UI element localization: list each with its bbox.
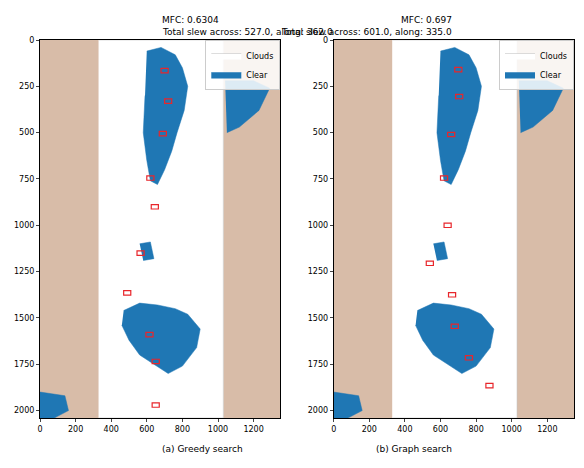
svg-text:800: 800 xyxy=(468,425,483,434)
svg-text:500: 500 xyxy=(19,128,34,137)
svg-text:Total slew across: 527.0, alon: Total slew across: 527.0, along: 362.0 xyxy=(162,27,333,37)
svg-text:1000: 1000 xyxy=(14,221,34,230)
svg-text:Clouds: Clouds xyxy=(540,52,567,61)
svg-text:1750: 1750 xyxy=(14,360,34,369)
svg-text:0: 0 xyxy=(323,36,328,45)
svg-text:1000: 1000 xyxy=(308,221,328,230)
svg-text:200: 200 xyxy=(362,425,377,434)
svg-text:Clear: Clear xyxy=(246,71,268,80)
svg-text:2000: 2000 xyxy=(308,406,328,415)
svg-text:2000: 2000 xyxy=(14,406,34,415)
svg-text:200: 200 xyxy=(68,425,83,434)
svg-text:600: 600 xyxy=(433,425,448,434)
svg-text:0: 0 xyxy=(37,425,42,434)
svg-text:500: 500 xyxy=(313,128,328,137)
svg-text:800: 800 xyxy=(175,425,190,434)
svg-text:(a) Greedy search: (a) Greedy search xyxy=(162,444,243,454)
svg-text:250: 250 xyxy=(313,82,328,91)
svg-text:MFC: 0.697: MFC: 0.697 xyxy=(401,15,452,25)
svg-text:600: 600 xyxy=(139,425,154,434)
svg-text:MFC: 0.6304: MFC: 0.6304 xyxy=(162,15,219,25)
svg-text:750: 750 xyxy=(19,175,34,184)
svg-text:0: 0 xyxy=(29,36,34,45)
svg-text:1500: 1500 xyxy=(14,314,34,323)
svg-text:1000: 1000 xyxy=(208,425,228,434)
svg-text:1200: 1200 xyxy=(243,425,263,434)
svg-text:1250: 1250 xyxy=(308,267,328,276)
svg-text:250: 250 xyxy=(19,82,34,91)
svg-text:750: 750 xyxy=(313,175,328,184)
svg-text:400: 400 xyxy=(397,425,412,434)
svg-text:1500: 1500 xyxy=(308,314,328,323)
svg-text:(b) Graph search: (b) Graph search xyxy=(376,444,452,454)
svg-text:Clouds: Clouds xyxy=(246,52,273,61)
svg-text:Clear: Clear xyxy=(540,71,562,80)
svg-text:0: 0 xyxy=(331,425,336,434)
svg-text:1000: 1000 xyxy=(502,425,522,434)
svg-text:400: 400 xyxy=(104,425,119,434)
svg-text:Total slew across: 601.0, alon: Total slew across: 601.0, along: 335.0 xyxy=(281,27,452,37)
svg-text:1750: 1750 xyxy=(308,360,328,369)
svg-text:1250: 1250 xyxy=(14,267,34,276)
svg-text:1200: 1200 xyxy=(537,425,557,434)
